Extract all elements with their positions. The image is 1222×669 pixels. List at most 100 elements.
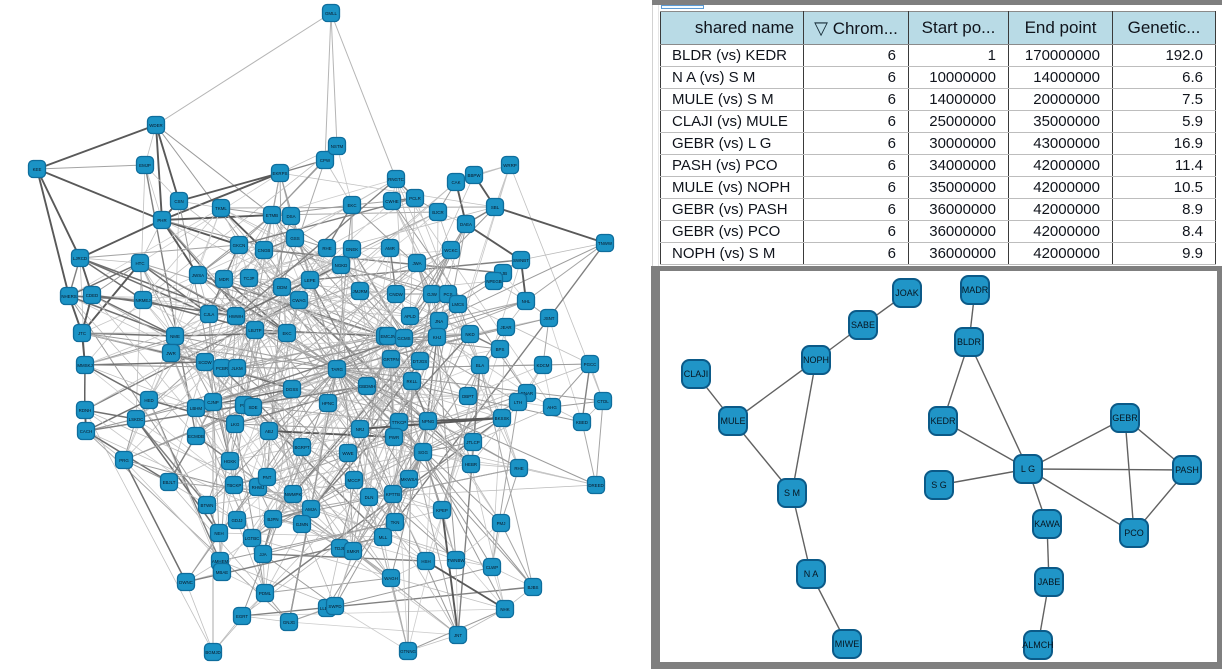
svg-text:MDR: MDR: [219, 277, 229, 282]
svg-text:SMKR: SMKR: [347, 549, 360, 554]
svg-text:HEBR: HEBR: [465, 462, 477, 467]
svg-text:RDNH: RDNH: [79, 408, 92, 413]
svg-text:CPW: CPW: [320, 158, 331, 163]
svg-text:NSTM: NSTM: [331, 144, 344, 149]
svg-text:GDJJ: GDJJ: [232, 518, 243, 523]
svg-text:APLD: APLD: [404, 314, 415, 319]
svg-text:GNEK: GNEK: [346, 247, 359, 252]
svg-text:LEPE: LEPE: [304, 278, 315, 283]
svg-text:GCMS: GCMS: [397, 336, 410, 341]
svg-text:ABJ: ABJ: [265, 429, 273, 434]
svg-text:GRTPN: GRTPN: [383, 357, 398, 362]
svg-text:DSA: DSA: [286, 214, 295, 219]
svg-text:TCJP: TCJP: [244, 276, 255, 281]
svg-text:JMJRM: JMJRM: [353, 289, 368, 294]
svg-text:KHJ: KHJ: [433, 335, 441, 340]
svg-text:EBJLT: EBJLT: [163, 480, 176, 485]
svg-text:JNT: JNT: [454, 633, 462, 638]
svg-text:WWE: WWE: [342, 451, 353, 456]
svg-text:N A: N A: [804, 569, 819, 579]
svg-text:PNT: PNT: [263, 475, 272, 480]
svg-text:NGKD: NGKD: [335, 263, 348, 268]
svg-text:LBJTP: LBJTP: [248, 328, 261, 333]
svg-text:SWPD: SWPD: [328, 604, 341, 609]
svg-text:DREED: DREED: [588, 483, 603, 488]
svg-text:CTDL: CTDL: [597, 399, 609, 404]
svg-text:DTJGS: DTJGS: [413, 359, 427, 364]
svg-text:JOAK: JOAK: [895, 288, 919, 298]
svg-text:MCCP: MCCP: [348, 478, 361, 483]
svg-text:WCKC: WCKC: [444, 248, 457, 253]
svg-text:NPEGB: NPEGB: [486, 279, 501, 284]
svg-text:GKCN: GKCN: [233, 243, 246, 248]
svg-text:BLA: BLA: [476, 363, 484, 368]
svg-text:JTLCP: JTLCP: [466, 440, 479, 445]
svg-text:GNJG: GNJG: [283, 620, 296, 625]
svg-text:CJNP: CJNP: [207, 400, 219, 405]
svg-text:HSH: HSH: [421, 559, 430, 564]
svg-text:JWSA: JWSA: [192, 273, 204, 278]
svg-text:S G: S G: [931, 480, 947, 490]
svg-text:BJPN: BJPN: [267, 517, 278, 522]
svg-text:KDCM: KDCM: [537, 363, 550, 368]
svg-text:EKC: EKC: [347, 203, 356, 208]
svg-text:JNA: JNA: [435, 319, 443, 324]
svg-text:EGRT: EGRT: [236, 614, 248, 619]
svg-text:PCLR: PCLR: [409, 196, 421, 201]
svg-text:JEAR: JEAR: [500, 325, 511, 330]
svg-text:PRG: PRG: [119, 458, 129, 463]
svg-text:S M: S M: [784, 488, 800, 498]
svg-text:JLKM: JLKM: [231, 366, 243, 371]
svg-text:NHK: NHK: [500, 607, 509, 612]
svg-text:SCDW: SCDW: [198, 360, 212, 365]
svg-text:TTKCP: TTKCP: [392, 420, 406, 425]
svg-text:BJBS: BJBS: [528, 585, 539, 590]
svg-text:BJCR: BJCR: [432, 210, 443, 215]
svg-text:JSNT: JSNT: [544, 316, 555, 321]
svg-text:PGCC: PGCC: [584, 362, 597, 367]
svg-text:ECMDB: ECMDB: [188, 434, 204, 439]
svg-text:AMJA: AMJA: [305, 507, 317, 512]
svg-text:CSN: CSN: [174, 199, 183, 204]
svg-text:DAEA: DAEA: [460, 222, 472, 227]
svg-text:RHWJ: RHWJ: [252, 485, 265, 490]
svg-text:DWNC: DWNC: [179, 580, 193, 585]
svg-text:PWR: PWR: [389, 435, 399, 440]
svg-text:CLAJI: CLAJI: [684, 369, 709, 379]
svg-text:PHR: PHR: [157, 218, 166, 223]
svg-text:CNGB: CNGB: [258, 248, 271, 253]
svg-text:KPTTB: KPTTB: [386, 492, 400, 497]
svg-text:MLL: MLL: [379, 535, 388, 540]
svg-text:CLWP: CLWP: [486, 565, 498, 570]
svg-text:LJRCD: LJRCD: [73, 256, 87, 261]
svg-text:AHG: AHG: [547, 405, 557, 410]
svg-text:CAK: CAK: [451, 180, 460, 185]
svg-text:WAGH: WAGH: [384, 576, 398, 581]
svg-text:GSS: GSS: [290, 236, 299, 241]
svg-text:DGSS: DGSS: [286, 387, 299, 392]
svg-text:AMR: AMR: [385, 246, 395, 251]
svg-text:NRMEJ: NRMEJ: [135, 298, 150, 303]
svg-text:KAWA: KAWA: [1034, 519, 1060, 529]
svg-text:GEBR: GEBR: [1112, 413, 1138, 423]
svg-text:HPNC: HPNC: [322, 401, 334, 406]
svg-text:TDJE: TDJE: [335, 546, 346, 551]
svg-text:JJA: JJA: [259, 552, 266, 557]
svg-text:SWNBT: SWNBT: [513, 258, 529, 263]
svg-text:BNAR: BNAR: [521, 391, 533, 396]
svg-text:KBED: KBED: [576, 420, 588, 425]
svg-text:LBHM: LBHM: [190, 406, 203, 411]
svg-text:HED: HED: [144, 398, 153, 403]
svg-text:MIWE: MIWE: [835, 639, 860, 649]
svg-text:RHE: RHE: [322, 246, 331, 251]
svg-text:KEDR: KEDR: [930, 416, 956, 426]
svg-text:L G: L G: [1021, 464, 1035, 474]
svg-text:RNGTC: RNGTC: [388, 177, 404, 182]
svg-text:AMHEM: AMHEM: [212, 559, 229, 564]
svg-text:LGTBC: LGTBC: [245, 536, 260, 541]
svg-text:NKD: NKD: [465, 332, 474, 337]
svg-text:JABE: JABE: [1038, 577, 1061, 587]
svg-text:SABE: SABE: [851, 320, 875, 330]
svg-text:MMSKJ: MMSKJ: [77, 363, 92, 368]
svg-text:TBCKP: TBCKP: [227, 483, 242, 488]
